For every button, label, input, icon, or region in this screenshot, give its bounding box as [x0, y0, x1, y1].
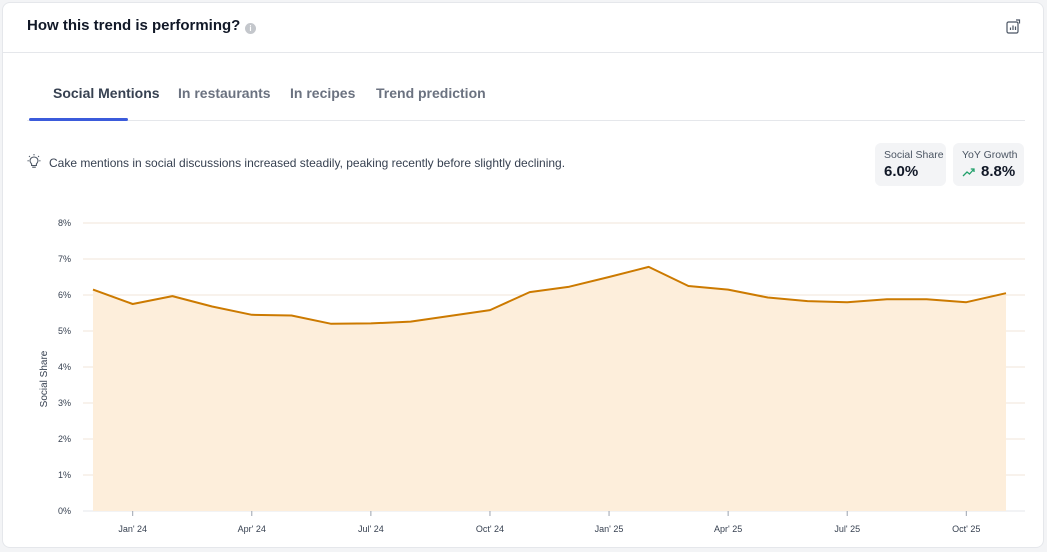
y-tick-label: 5% — [58, 326, 71, 336]
active-tab-indicator — [29, 118, 128, 121]
yoy-growth-value: 8.8% — [981, 163, 1016, 180]
card-title: How this trend is performing? — [27, 17, 241, 34]
export-chart-icon[interactable] — [1005, 19, 1021, 35]
insight-text: Cake mentions in social discussions incr… — [49, 156, 566, 170]
series-area — [93, 266, 1006, 511]
y-tick-label: 2% — [58, 434, 71, 444]
social-share-chart: 0% 1% 2% 3% 4% 5% 6% 7% 8% Jan' 24 Apr' 24 Jul' 24 O… — [39, 218, 1025, 534]
x-tick-label: Jan' 24 — [118, 524, 147, 534]
info-icon[interactable]: i — [245, 23, 256, 34]
y-tick-label: 6% — [58, 290, 71, 300]
yoy-growth-metric: YoY Growth 8.8% — [953, 143, 1024, 186]
x-tick-label: Oct' 25 — [952, 524, 980, 534]
y-tick-label: 3% — [58, 398, 71, 408]
y-tick-label: 0% — [58, 506, 71, 516]
x-tick-label: Jul' 24 — [358, 524, 384, 534]
x-tick-label: Apr' 24 — [238, 524, 266, 534]
social-share-metric: Social Share 6.0% — [875, 143, 946, 186]
tab-social-mentions[interactable]: Social Mentions — [53, 85, 160, 101]
series-line — [92, 265, 1007, 325]
y-tick-label: 1% — [58, 470, 71, 480]
tab-in-recipes[interactable]: In recipes — [290, 85, 356, 101]
social-share-value: 6.0% — [884, 163, 919, 180]
tab-bar: Social Mentions In restaurants In recipe… — [27, 73, 1025, 121]
social-share-label: Social Share — [884, 149, 944, 161]
y-axis-title: Social Share — [39, 350, 50, 407]
x-tick-label: Oct' 24 — [476, 524, 504, 534]
y-tick-label: 8% — [58, 218, 71, 228]
x-tick-label: Apr' 25 — [714, 524, 742, 534]
tab-trend-prediction[interactable]: Trend prediction — [376, 85, 486, 101]
x-tick-label: Jan' 25 — [595, 524, 624, 534]
card-header: How this trend is performing? i — [3, 3, 1043, 53]
yoy-growth-label: YoY Growth — [962, 149, 1018, 161]
lightbulb-icon — [27, 154, 41, 168]
tab-in-restaurants[interactable]: In restaurants — [178, 85, 271, 101]
y-tick-label: 4% — [58, 362, 71, 372]
y-tick-label: 7% — [58, 254, 71, 264]
trend-up-icon — [962, 168, 975, 177]
x-tick-label: Jul' 25 — [834, 524, 860, 534]
